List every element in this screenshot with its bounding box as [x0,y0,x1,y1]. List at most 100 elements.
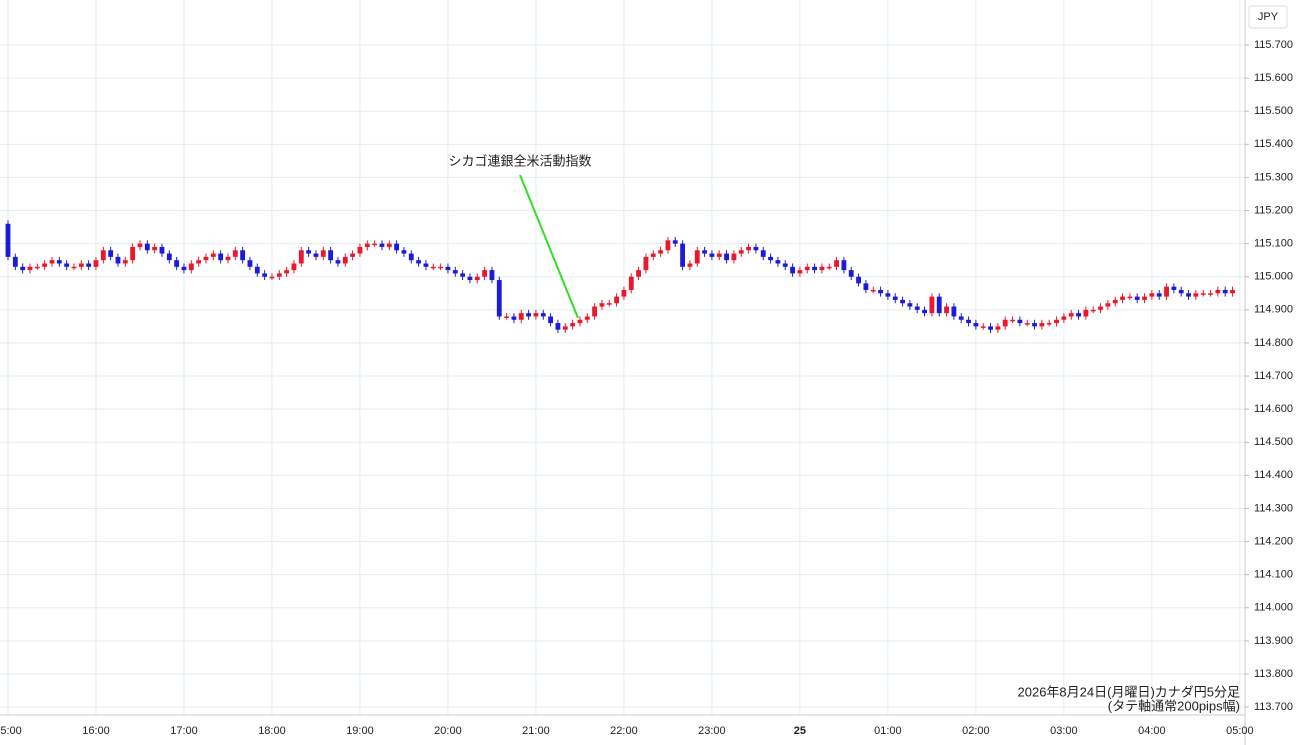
x-tick-label: 21:00 [522,725,550,737]
candle-body [1134,296,1140,300]
x-tick-label: 19:00 [346,725,374,737]
candle-body [254,266,260,274]
candle-body [166,253,172,261]
candle-body [548,316,554,324]
candle-body [115,256,121,264]
candle-body [768,256,774,261]
y-tick-label: 114.100 [1254,569,1293,581]
candle-body [680,243,686,267]
candle-body [1120,296,1125,300]
candle-body [1061,316,1067,320]
candle-body [944,306,949,314]
candle-body [1200,293,1206,295]
grid [0,0,1245,715]
candle-body [716,253,722,257]
candle-body [694,250,700,264]
candle-body [511,316,517,320]
candle-body [430,266,436,269]
candle-body [1098,306,1103,310]
candle-body [599,303,605,307]
candle-body [731,253,737,261]
candle-body [1215,289,1221,294]
y-tick-label: 115.600 [1254,72,1293,84]
candle-body [122,260,128,264]
candle-body [306,250,312,254]
caption: (タテ軸通常200pips幅) [1108,698,1240,713]
unit-label: JPY [1258,11,1279,23]
candle-body [1076,313,1081,317]
candle-body [746,246,752,251]
candle-body [540,313,546,317]
candle-body [672,240,678,244]
candle-body [5,223,11,257]
annotation-line [519,174,579,319]
candle-body [452,270,458,274]
candle-body [372,243,378,246]
candle-body [804,266,810,271]
candle-body [562,326,568,330]
y-tick-label: 114.600 [1254,403,1293,415]
candle-body [218,253,224,261]
candle-body [753,246,759,251]
candle-body [20,266,26,271]
candle-body [724,253,730,261]
candle-body [467,276,473,281]
y-tick-label: 114.800 [1254,337,1293,349]
x-tick-label: 18:00 [258,725,286,737]
candle-body [49,260,55,264]
candle-body [885,293,891,297]
x-tick-label: 20:00 [434,725,462,737]
candle-body [1068,313,1074,317]
x-tick-label: 25 [794,725,806,737]
candle-body [709,253,715,257]
y-tick-label: 114.000 [1254,602,1293,614]
candle-body [1178,289,1184,294]
candle-body [86,263,92,267]
candle-body [489,270,495,281]
candle-body [100,250,106,261]
candle-body [474,276,480,281]
candle-body [1208,293,1213,295]
candle-body [225,256,231,261]
candle-body [328,250,334,261]
candle-body [1024,323,1030,325]
candle-body [907,303,913,307]
x-tick-label: 17:00 [170,725,198,737]
candle-body [350,253,356,257]
y-tick-label: 113.700 [1254,701,1293,713]
candle-body [152,246,158,251]
candle-body [577,319,583,324]
candle-body [1142,296,1147,300]
candle-body [335,260,341,264]
candle-body [841,260,847,271]
candle-body [357,246,363,254]
candle-body [973,323,979,327]
candle-body [416,260,422,264]
candle-body [56,260,62,264]
candle-body [665,240,671,251]
x-tick-label: 15:00 [0,725,22,737]
candle-body [313,253,319,257]
candle-body [78,263,84,267]
candle-body [966,319,971,324]
candle-body [1186,293,1191,297]
candle-body [914,306,920,310]
candle-body [174,260,180,267]
candle-body [108,250,114,257]
candle-body [1105,303,1111,307]
candle-body [526,313,532,317]
candle-body [555,323,561,330]
x-tick-label: 16:00 [82,725,110,737]
y-tick-label: 115.200 [1254,204,1293,216]
candle-body [892,296,898,300]
candle-body [408,253,414,261]
candle-body [797,270,803,274]
candle-body [438,266,444,269]
candle-body [570,323,576,327]
unit-box [1248,5,1288,29]
candle-body [687,263,693,267]
candle-body [995,326,1001,330]
candle-body [71,266,77,269]
candle-body [958,316,964,320]
candle-body [262,273,268,277]
